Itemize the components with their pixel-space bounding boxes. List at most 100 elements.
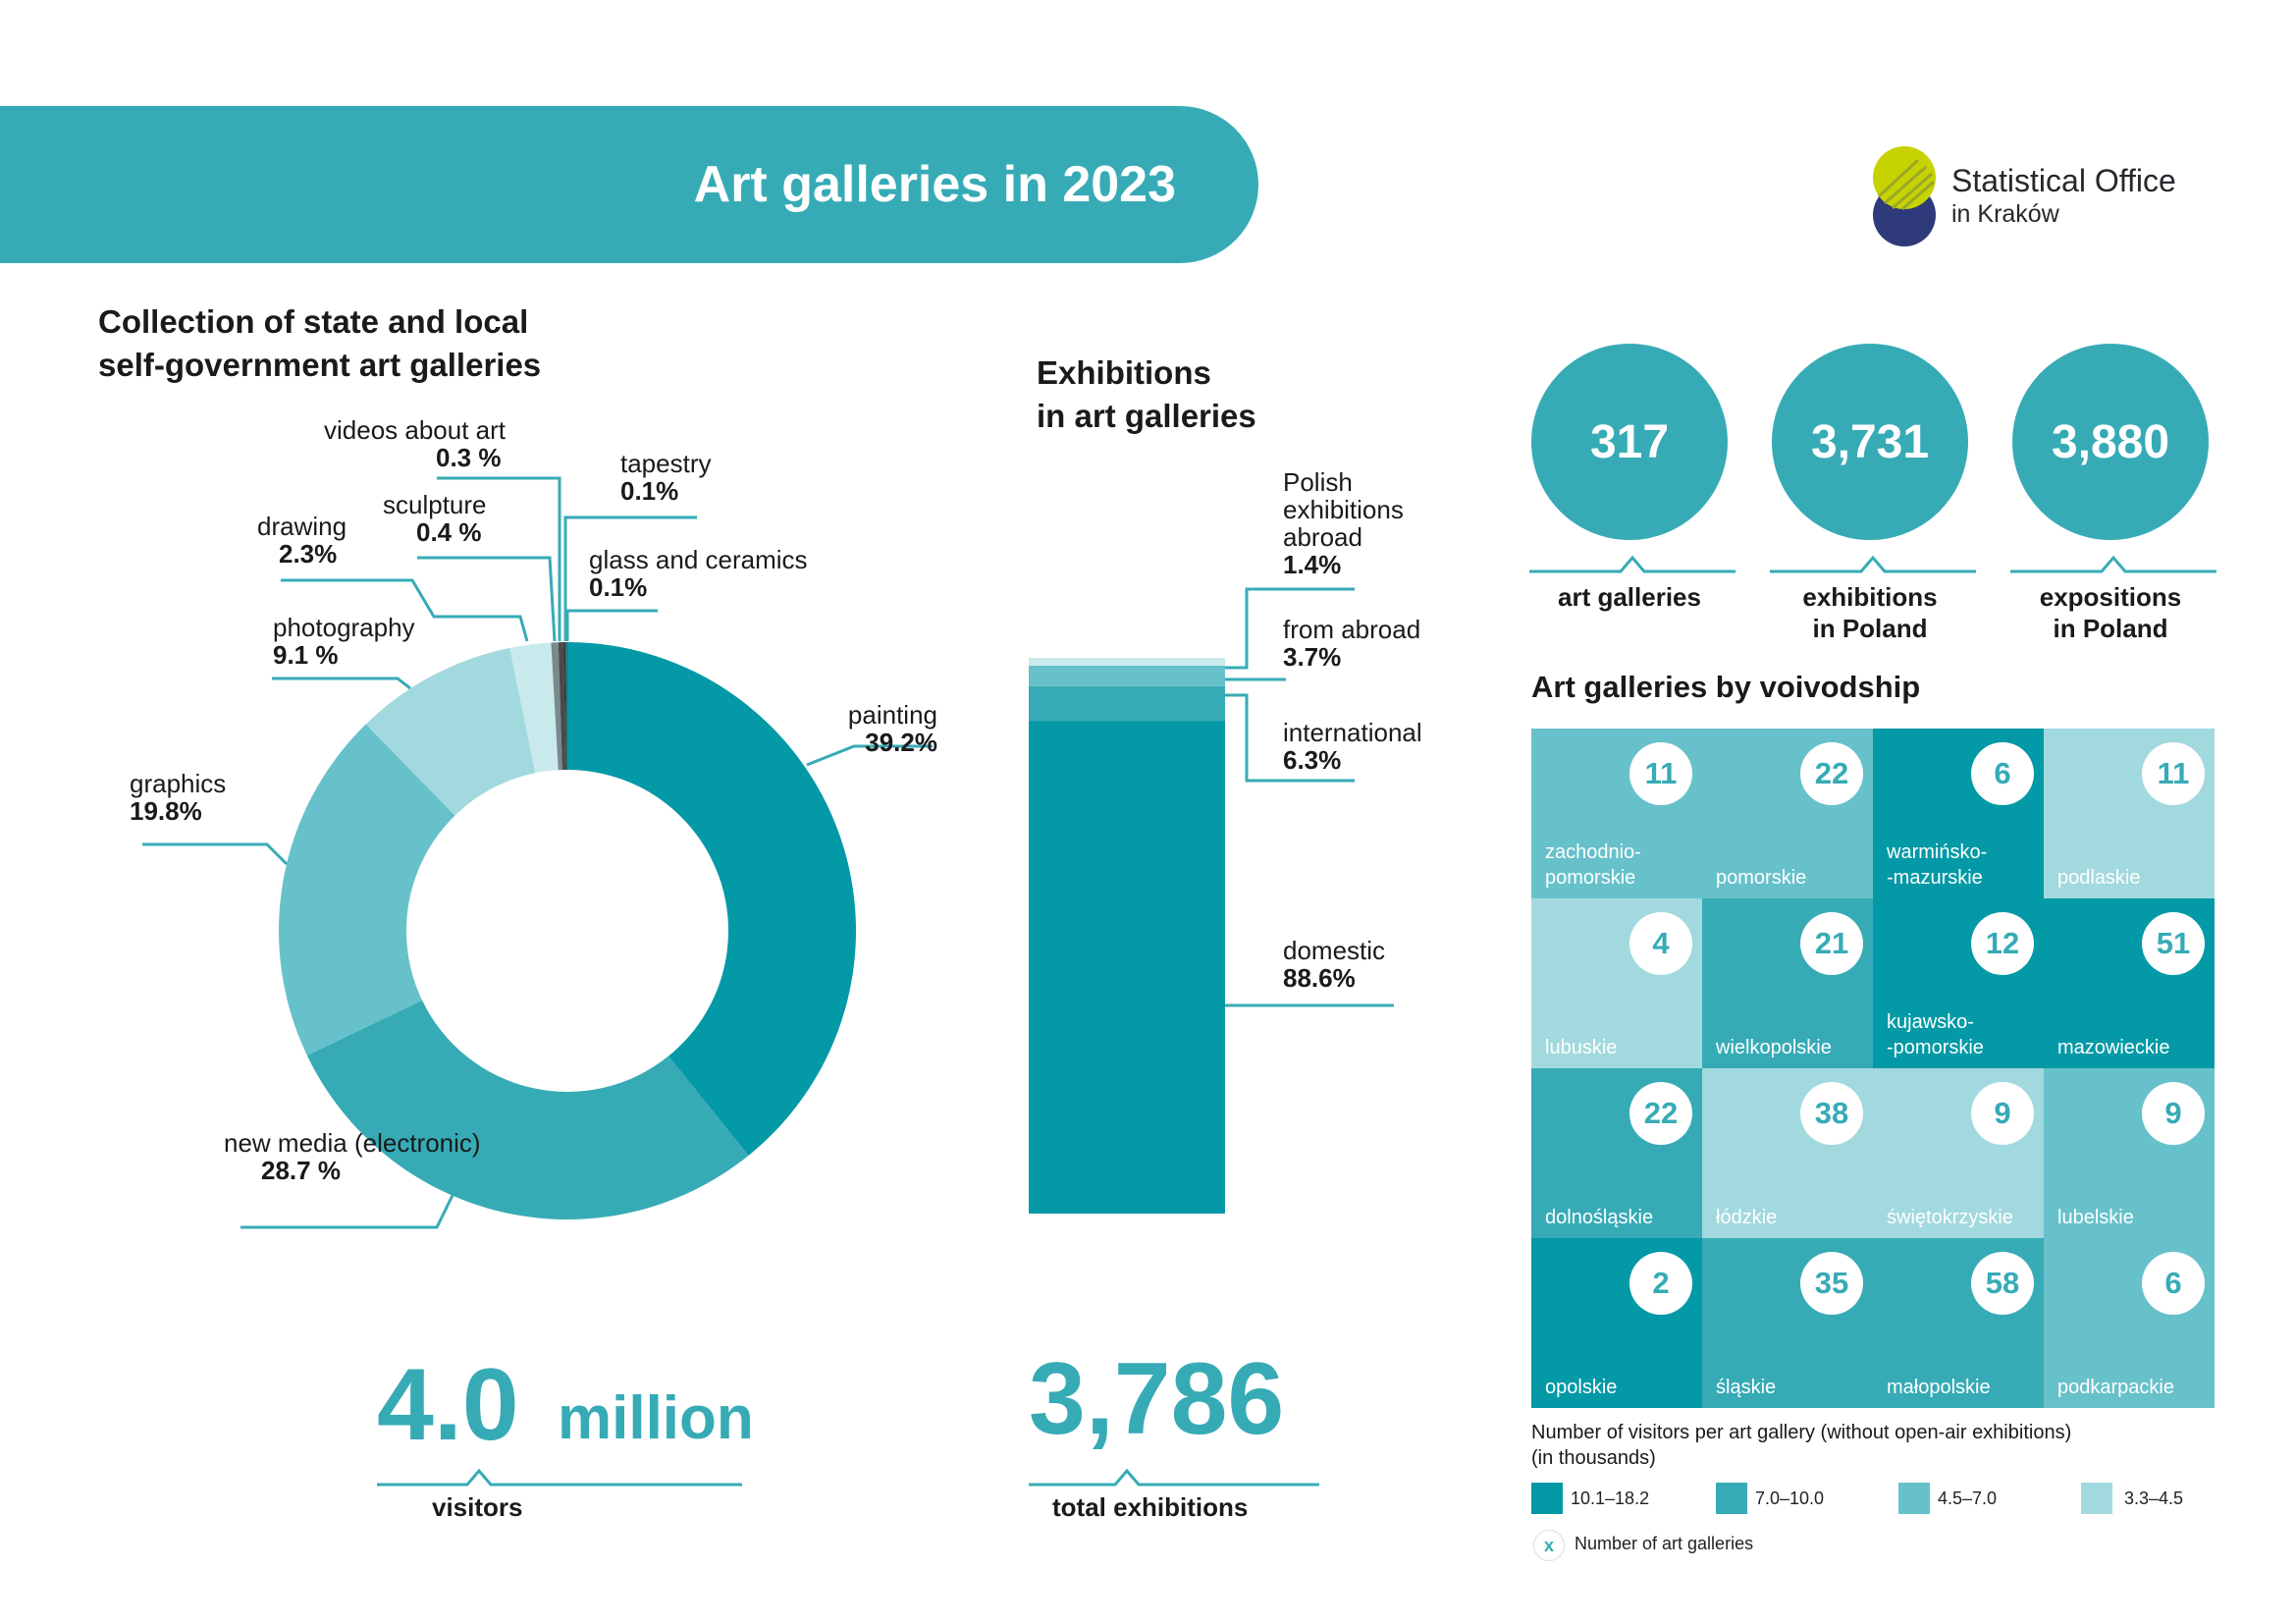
- voivodship-name: lubuskie: [1545, 1037, 1618, 1058]
- voivodship-cell: 2 opolskie: [1531, 1238, 1702, 1408]
- gallery-count: 58: [1971, 1252, 2034, 1315]
- legend-marker-icon: x: [1533, 1530, 1565, 1561]
- voivodship-name: mazowieckie: [2057, 1037, 2170, 1058]
- page-title: Art galleries in 2023: [693, 156, 1176, 213]
- voivodship-name: świętokrzyskie: [1887, 1207, 2013, 1228]
- gallery-count: 6: [2142, 1252, 2205, 1315]
- donut-slice-graphics: [279, 724, 455, 1056]
- label-videos: videos about art 0.3 %: [324, 415, 507, 472]
- stat-circle: 3,880: [2012, 344, 2209, 540]
- label-drawing: drawing 2.3%: [257, 512, 347, 568]
- voivodship-cell: 22 dolnośląskie: [1531, 1068, 1702, 1238]
- gallery-count: 21: [1800, 912, 1863, 975]
- gallery-count: 51: [2142, 912, 2205, 975]
- leader-drawing: [281, 578, 529, 642]
- donut-slice-videos: [558, 642, 565, 771]
- leader-photography: [272, 677, 411, 690]
- label-international: international 6.3%: [1283, 718, 1422, 775]
- gallery-count: 22: [1629, 1082, 1692, 1145]
- voivodship-cell: 9 świętokrzyskie: [1873, 1068, 2044, 1238]
- leader-new-media: [240, 1172, 465, 1229]
- exhibitions-title: Exhibitions in art galleries: [1037, 354, 1256, 434]
- donut-slice-photography: [365, 647, 536, 816]
- donut-slice-drawing: [509, 642, 559, 774]
- label-glass: glass and ceramics 0.1%: [589, 545, 808, 602]
- gallery-count: 22: [1800, 742, 1863, 805]
- collection-title: Collection of state and local self-gover…: [98, 303, 542, 383]
- stat-expositions-poland: 3,880 expositions in Poland: [2010, 344, 2216, 643]
- label-domestic: domestic 88.6%: [1283, 936, 1386, 993]
- voivodship-name: zachodnio- pomorskie: [1545, 841, 1641, 889]
- voivodship-cell: 6 warmińsko- -mazurskie: [1873, 729, 2044, 898]
- donut-slice-painting: [567, 642, 857, 1156]
- voivodship-cell: 12 kujawsko- -pomorskie: [1873, 898, 2044, 1068]
- voivodship-cell: 35 śląskie: [1702, 1238, 1873, 1408]
- voivodship-name: śląskie: [1716, 1377, 1777, 1398]
- voivodship-name: podkarpackie: [2057, 1377, 2174, 1398]
- voivodship-name: lubelskie: [2057, 1207, 2134, 1228]
- label-painting: painting 39.2%: [847, 700, 937, 757]
- bar-segment-international: [1029, 685, 1225, 722]
- voivodship-name: wielkopolskie: [1716, 1037, 1832, 1058]
- voivodship-cell: 4 lubuskie: [1531, 898, 1702, 1068]
- legend-label-4: 3.3–4.5: [2124, 1489, 2184, 1508]
- gallery-count: 4: [1629, 912, 1692, 975]
- visitors-number: 4.0: [377, 1348, 519, 1462]
- stat-exhibitions-poland: 3,731 exhibitions in Poland: [1770, 344, 1976, 643]
- label-polish-abroad: Polish exhibitions abroad 1.4%: [1283, 467, 1404, 579]
- voivodship-cell: 11 podlaskie: [2044, 729, 2215, 898]
- leader-graphics: [142, 842, 289, 866]
- voivodship-cell: 38 łódzkie: [1702, 1068, 1873, 1238]
- stat-divider: [1770, 555, 1976, 573]
- voivodship-cell: 9 lubelskie: [2044, 1068, 2215, 1238]
- leader-polish-abroad: [1225, 587, 1355, 670]
- legend-swatch-4: [2081, 1483, 2112, 1514]
- legend-label-1: 10.1–18.2: [1571, 1489, 1650, 1508]
- leader-glass: [565, 609, 658, 641]
- leader-tapestry: [563, 515, 697, 641]
- voivodship-cell: 51 mazowieckie: [2044, 898, 2215, 1068]
- legend-label-3: 4.5–7.0: [1938, 1489, 1998, 1508]
- leader-painting: [806, 744, 933, 767]
- visitors-caption: visitors: [432, 1492, 523, 1522]
- stat-divider: [1529, 555, 1735, 573]
- voivodship-cell: 6 podkarpackie: [2044, 1238, 2215, 1408]
- label-new-media: new media (electronic) 28.7 %: [224, 1128, 481, 1185]
- label-tapestry: tapestry 0.1%: [620, 449, 712, 506]
- statistical-office-logo: Statistical Office in Kraków: [1865, 142, 2189, 250]
- collection-donut-chart: [142, 476, 933, 1229]
- gallery-count: 11: [1629, 742, 1692, 805]
- gallery-count: 11: [2142, 742, 2205, 805]
- label-sculpture: sculpture 0.4 %: [383, 490, 487, 547]
- bar-segment-domestic: [1029, 721, 1225, 1214]
- donut-slice-new: [306, 1000, 749, 1219]
- voivodship-title: Art galleries by voivodship: [1531, 670, 1921, 704]
- label-from-abroad: from abroad 3.7%: [1283, 615, 1421, 672]
- gallery-count: 35: [1800, 1252, 1863, 1315]
- legend-swatch-1: [1531, 1483, 1563, 1514]
- voivodship-name: podlaskie: [2057, 867, 2141, 889]
- visitors-unit: million: [558, 1384, 754, 1452]
- stat-circle: 3,731: [1772, 344, 1968, 540]
- voivodship-grid: 11 zachodnio- pomorskie 22 pomorskie 6 warmiń…: [1531, 729, 2215, 1408]
- visitors-divider: [377, 1468, 742, 1487]
- voivodship-cell: 21 wielkopolskie: [1702, 898, 1873, 1068]
- legend-label-2: 7.0–10.0: [1755, 1489, 1825, 1508]
- gallery-count: 2: [1629, 1252, 1692, 1315]
- voivodship-cell: 11 zachodnio- pomorskie: [1531, 729, 1702, 898]
- gallery-count: 38: [1800, 1082, 1863, 1145]
- voivodship-name: opolskie: [1545, 1377, 1618, 1398]
- logo-icon: [1873, 146, 1936, 246]
- voivodship-name: łódzkie: [1716, 1207, 1778, 1228]
- voivodship-cell: 58 małopolskie: [1873, 1238, 2044, 1408]
- leader-videos: [437, 476, 561, 641]
- gallery-count: 9: [2142, 1082, 2205, 1145]
- leader-international: [1225, 693, 1355, 783]
- donut-slice-tapestry: [563, 642, 566, 771]
- label-photography: photography 9.1 %: [273, 613, 415, 670]
- legend-swatch-2: [1716, 1483, 1747, 1514]
- legend-title: Number of visitors per art gallery (with…: [1531, 1422, 2072, 1469]
- donut-slice-sculpture: [551, 642, 562, 771]
- label-graphics: graphics 19.8%: [130, 769, 227, 826]
- voivodship-name: kujawsko- -pomorskie: [1887, 1011, 1984, 1058]
